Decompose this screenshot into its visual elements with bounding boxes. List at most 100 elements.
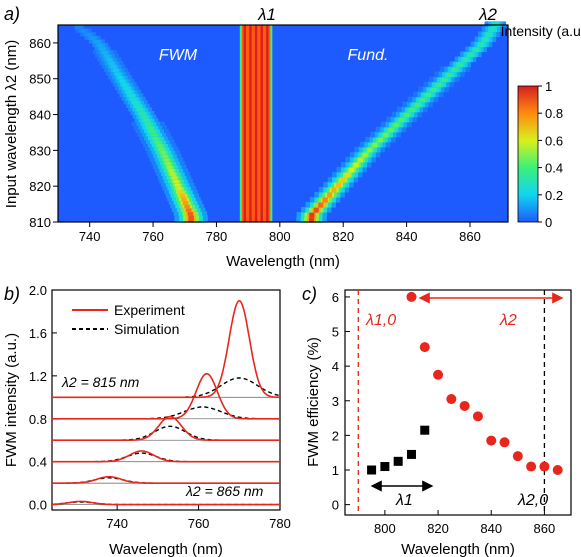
heatmap-y-tick-label: 820	[29, 179, 51, 194]
fwm-trace-cell	[117, 75, 124, 80]
heatmap-x-tick-label: 820	[332, 229, 354, 244]
fwm-trace-cell	[151, 132, 157, 137]
panel-c-y-tick-label: 3	[332, 394, 339, 409]
red-circle-point	[419, 342, 430, 353]
fwm-trace-cell	[185, 207, 192, 212]
pump-band-stripe	[254, 25, 258, 222]
pump-band-stripe	[243, 25, 247, 222]
fwm-trace-cell	[179, 193, 186, 198]
heatmap-y-tick-label: 810	[29, 215, 51, 230]
fund-trace-cell	[322, 196, 328, 203]
fund-trace-cell	[358, 156, 364, 163]
fund-trace-cell	[313, 206, 319, 213]
panel-c-y-tick-label: 1	[332, 463, 339, 478]
black-square-point	[406, 449, 416, 459]
colorbar-tick-label: 1	[545, 79, 552, 94]
fund-trace-cell	[431, 86, 437, 93]
panel-b-y-tick-label: 0.8	[29, 412, 47, 427]
panel-b-y-tick-label: 1.6	[29, 326, 47, 341]
heatmap-frame	[57, 24, 509, 223]
fwm-trace-cell	[108, 60, 115, 65]
heatmap-x-tick-label: 780	[206, 229, 228, 244]
fwm-trace	[74, 25, 208, 223]
fund-trace-cell	[327, 191, 333, 198]
pump-band-stripe	[266, 25, 269, 222]
red-circle-point	[486, 435, 497, 446]
black-square-point	[367, 465, 377, 475]
fwm-trace-cell	[128, 93, 135, 98]
experiment-curve	[52, 500, 280, 506]
fund-trace-cell	[353, 161, 359, 168]
fund-trace-cell	[404, 111, 410, 118]
panel-b-y-tick-label: 2.0	[29, 283, 47, 298]
fwm-trace-cell	[158, 146, 165, 151]
fwm-trace-cell	[89, 35, 96, 40]
fwm-trace-cell	[176, 186, 183, 191]
fwm-trace-cell	[173, 179, 179, 184]
panel-c-x-label: Wavelength (nm)	[401, 541, 515, 557]
fund-trace-cell	[377, 136, 383, 143]
panel-c-y-label: FWM efficiency (%)	[305, 337, 322, 467]
fwm-trace-cell	[155, 139, 161, 144]
fwm-trace-cell	[160, 150, 167, 155]
fwm-trace-cell	[104, 53, 110, 58]
annotation-fwm: FWM	[159, 47, 198, 64]
red-circle-point	[472, 411, 483, 422]
colorbar-tick-label: 0.6	[545, 133, 563, 148]
fund-trace-cell	[492, 21, 498, 28]
colorbar-tick-label: 0	[545, 215, 552, 230]
fwm-trace-cell	[165, 161, 171, 166]
annotation-lambda2: λ2	[499, 312, 517, 329]
fwm-trace-cell	[110, 64, 117, 69]
red-circle-point	[512, 451, 523, 462]
annotation-lambda1: λ1	[395, 492, 413, 509]
fwm-trace-cell	[162, 153, 168, 159]
panel-b-x-tick-label: 760	[188, 516, 210, 531]
black-square-point	[393, 456, 403, 466]
fwm-trace-cell	[171, 175, 178, 180]
fwm-trace-cell	[139, 110, 146, 116]
fund-trace-cell	[372, 141, 378, 148]
red-circle-point	[499, 437, 510, 448]
fund-trace-cell	[331, 186, 337, 193]
colorbar-tick-label: 0.4	[545, 161, 563, 176]
colorbar-tick-label: 0.2	[545, 188, 563, 203]
fwm-trace-cell	[174, 182, 181, 187]
heatmap-x-tick-label: 840	[396, 229, 418, 244]
heatmap-y-tick-label: 850	[29, 72, 51, 87]
black-square-point	[380, 462, 390, 472]
fwm-trace-cell	[130, 96, 137, 101]
fwm-trace-cell	[80, 28, 87, 33]
fund-trace-cell	[399, 116, 405, 123]
fwm-trace-cell	[147, 125, 154, 130]
fund-trace-cell	[362, 151, 368, 158]
red-circle-point	[459, 400, 470, 411]
fund-trace-cell	[482, 36, 488, 43]
fund-trace-cell	[457, 61, 463, 68]
fwm-trace-cell	[94, 39, 100, 44]
fund-trace-cell	[425, 91, 431, 98]
fund-trace-cell	[409, 106, 415, 113]
fund-trace-cell	[344, 171, 350, 178]
panel-c-x-ticks: 800 820 840 860	[374, 510, 555, 536]
panel-b-curves	[51, 299, 281, 506]
fund-trace-cell	[468, 51, 474, 58]
fund-trace-cell	[393, 121, 399, 128]
colorbar-tick-label: 0.8	[545, 106, 563, 121]
annotation-lambda2-top: λ2	[478, 5, 497, 24]
panel-c-y-tick-label: 0	[332, 498, 339, 513]
annotation-lambda2-0: λ2,0	[517, 492, 548, 509]
fwm-trace-cell	[163, 157, 170, 162]
fund-trace-cell	[452, 66, 458, 73]
fwm-trace-cell	[166, 164, 173, 169]
panel-c-y-tick-label: 2	[332, 428, 339, 443]
panel-b-x-tick-label: 740	[106, 516, 128, 531]
fwm-trace-cell	[124, 85, 130, 91]
fund-trace-cell	[335, 181, 341, 188]
heatmap-x-tick-label: 760	[142, 229, 164, 244]
fwm-trace-cell	[137, 107, 144, 112]
fund-trace-cell	[340, 176, 346, 183]
fwm-trace-cell	[101, 50, 108, 55]
panel-c-x-tick-label: 860	[534, 521, 556, 536]
